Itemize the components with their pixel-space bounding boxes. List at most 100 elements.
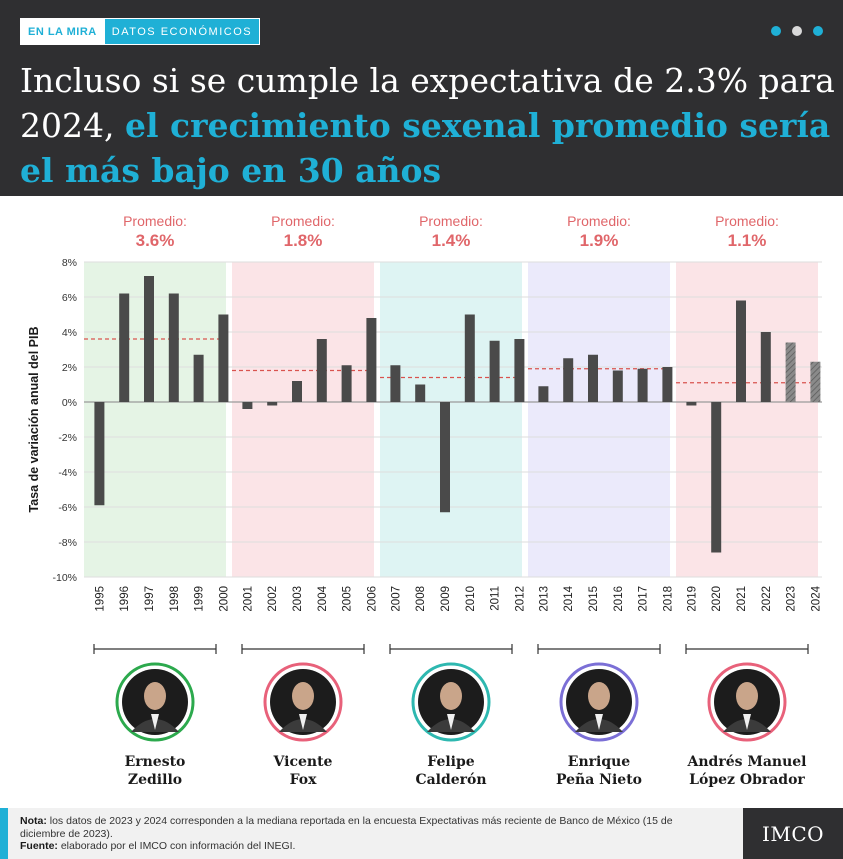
panel-bg xyxy=(84,262,226,577)
bar xyxy=(588,354,598,402)
bar xyxy=(810,361,821,402)
president-name-line2: Peña Nieto xyxy=(556,771,642,788)
note-line: Nota: los datos de 2023 y 2024 correspon… xyxy=(20,815,720,840)
source-text: elaborado por el IMCO con información de… xyxy=(57,840,296,852)
tag-en-la-mira: EN LA MIRA xyxy=(20,18,105,45)
portrait-shirt xyxy=(595,714,603,730)
panel-bg xyxy=(676,262,818,577)
gridlines xyxy=(84,261,822,578)
tag-datos-economicos: DATOS ECONÓMICOS xyxy=(104,18,261,45)
portrait-face xyxy=(440,682,462,710)
bar xyxy=(489,340,500,402)
source-label: Fuente: xyxy=(20,840,58,852)
y-tick-label: -2% xyxy=(58,432,77,444)
y-tick-label: 6% xyxy=(62,292,77,304)
bar xyxy=(119,293,130,402)
source-line: Fuente: elaborado por el IMCO con inform… xyxy=(20,840,720,853)
average-value: 1.4% xyxy=(432,231,471,250)
footer-accent-bar xyxy=(0,808,8,859)
average-value: 1.8% xyxy=(284,231,323,250)
year-label: 2001 xyxy=(242,586,254,612)
y-tick-label: 0% xyxy=(62,397,77,409)
year-label: 1999 xyxy=(194,586,206,612)
average-value: 1.1% xyxy=(728,231,767,250)
logo-text: IMCO xyxy=(761,821,825,846)
year-label: 2015 xyxy=(588,586,600,612)
dot-1[interactable] xyxy=(771,26,781,36)
gdp-growth-chart: 8% 6% 4% 2% 0% -2% -4% -6% -8% -10% Tasa de variac… xyxy=(27,213,822,788)
bar xyxy=(366,318,377,402)
average-title: Promedio: xyxy=(271,213,335,229)
bar xyxy=(341,365,352,402)
bar xyxy=(218,314,229,402)
pagination-dots xyxy=(771,26,823,36)
bar xyxy=(785,342,796,402)
headline-highlight: el crecimiento sexenal promedio sería el… xyxy=(20,106,831,190)
year-label: 2005 xyxy=(342,586,354,612)
portraits xyxy=(115,662,787,742)
bar xyxy=(242,402,253,409)
dot-3[interactable] xyxy=(813,26,823,36)
year-label: 2017 xyxy=(638,586,650,612)
average-lines xyxy=(84,338,818,384)
portrait-face xyxy=(588,682,610,710)
footer: Nota: los datos de 2023 y 2024 correspon… xyxy=(0,808,843,859)
president-name-line1: Vicente xyxy=(273,754,333,770)
y-tick-label: -8% xyxy=(58,537,77,549)
portrait-face xyxy=(292,682,314,710)
portrait-face xyxy=(736,682,758,710)
bar xyxy=(415,384,426,402)
average-title: Promedio: xyxy=(715,213,779,229)
footer-notes: Nota: los datos de 2023 y 2024 correspon… xyxy=(20,815,720,853)
bar xyxy=(686,402,697,406)
bar xyxy=(267,402,278,406)
bar xyxy=(760,332,771,402)
year-label: 1998 xyxy=(169,586,181,612)
bar xyxy=(292,381,302,402)
year-label: 2014 xyxy=(563,585,575,611)
president-name-line2: Zedillo xyxy=(128,772,182,788)
bar xyxy=(440,402,450,513)
portrait-shirt xyxy=(447,714,455,730)
year-label: 1995 xyxy=(94,586,106,612)
year-label: 2023 xyxy=(786,586,798,612)
year-label: 2013 xyxy=(538,586,550,612)
year-label: 2019 xyxy=(686,586,698,612)
president-name-line1: Ernesto xyxy=(125,754,186,770)
average-value: 3.6% xyxy=(136,231,175,250)
bar xyxy=(736,300,746,402)
average-title: Promedio: xyxy=(419,213,483,229)
bar xyxy=(168,293,179,402)
year-label: 2009 xyxy=(440,586,452,612)
y-tick-label: -6% xyxy=(58,502,77,514)
portrait-face xyxy=(144,682,166,710)
y-tick-label: 2% xyxy=(62,362,77,374)
imco-logo[interactable]: IMCO xyxy=(743,808,843,859)
year-label: 2007 xyxy=(390,586,402,612)
president-name-line1: Felipe xyxy=(427,754,475,770)
y-tick-label: 4% xyxy=(62,327,77,339)
dot-2[interactable] xyxy=(792,26,802,36)
president-name-line1: Andrés Manuel xyxy=(686,754,806,770)
bar xyxy=(612,370,623,402)
year-label: 2021 xyxy=(736,586,748,612)
average-value: 1.9% xyxy=(580,231,619,250)
president-name-line2: Calderón xyxy=(415,772,486,788)
year-label: 2000 xyxy=(218,586,230,612)
year-label: 2022 xyxy=(761,586,773,612)
bar xyxy=(563,358,574,402)
bar xyxy=(662,367,673,402)
panel-bg xyxy=(380,262,522,577)
year-label: 2011 xyxy=(490,586,502,611)
chart-labels: 8% 6% 4% 2% 0% -2% -4% -6% -8% -10% Tasa de variac… xyxy=(27,213,822,788)
president-name-line2: Fox xyxy=(290,772,318,788)
bar xyxy=(711,402,722,553)
note-text: los datos de 2023 y 2024 corresponden a … xyxy=(20,815,673,840)
note-label: Nota: xyxy=(20,815,47,827)
y-axis-label: Tasa de variación anual del PIB xyxy=(27,327,41,513)
year-label: 2002 xyxy=(267,586,279,612)
bars xyxy=(94,276,821,553)
year-label: 2008 xyxy=(415,586,427,612)
average-title: Promedio: xyxy=(567,213,631,229)
year-label: 2016 xyxy=(613,586,625,612)
